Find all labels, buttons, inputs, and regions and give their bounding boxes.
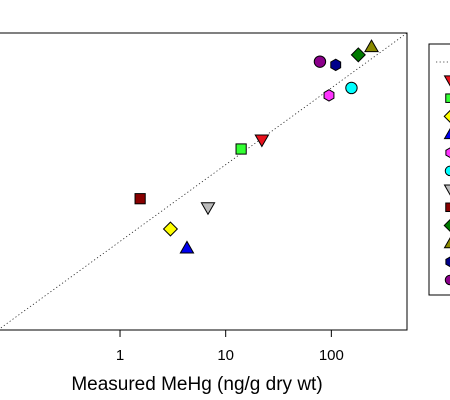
- data-point-hexagon: [330, 58, 342, 72]
- legend-marker-hexagon: [445, 147, 450, 159]
- legend-marker-circle: [444, 165, 450, 177]
- legend-marker-triangle-down: [443, 184, 450, 196]
- legend-marker-square: [445, 93, 450, 103]
- legend-marker-square: [445, 202, 450, 213]
- legend-marker-triangle-up: [443, 128, 450, 140]
- legend-marker-diamond: [443, 218, 450, 232]
- data-point-circle: [313, 55, 327, 68]
- data-point-triangle-down: [254, 134, 270, 148]
- legend-marker-triangle-up: [443, 237, 450, 249]
- data-point-triangle-down: [200, 202, 216, 216]
- plot-area: [0, 32, 408, 331]
- legend: [428, 43, 450, 296]
- data-point-square: [235, 143, 247, 155]
- legend-marker-diamond: [443, 109, 450, 123]
- data-point-triangle-up: [364, 39, 379, 53]
- legend-box: [428, 43, 450, 296]
- x-tick-label: 100: [319, 347, 344, 364]
- legend-marker-triangle-down: [443, 75, 450, 87]
- data-point-diamond: [350, 47, 366, 63]
- plot-frame: [0, 32, 408, 331]
- one-to-one-line: [0, 32, 408, 330]
- x-axis: 1 10 100: [116, 330, 344, 364]
- x-axis-title: Measured MeHg (ng/g dry wt): [71, 374, 322, 395]
- data-point-triangle-up: [179, 240, 195, 254]
- x-tick-label: 10: [217, 347, 234, 364]
- data-point-square: [134, 193, 146, 205]
- x-tick-label: 1: [116, 347, 124, 364]
- legend-marker-hexagon: [445, 256, 450, 268]
- data-point-hexagon: [323, 89, 335, 102]
- legend-marker-circle: [444, 274, 450, 286]
- data-point-circle: [345, 81, 358, 95]
- data-point-diamond: [162, 221, 179, 237]
